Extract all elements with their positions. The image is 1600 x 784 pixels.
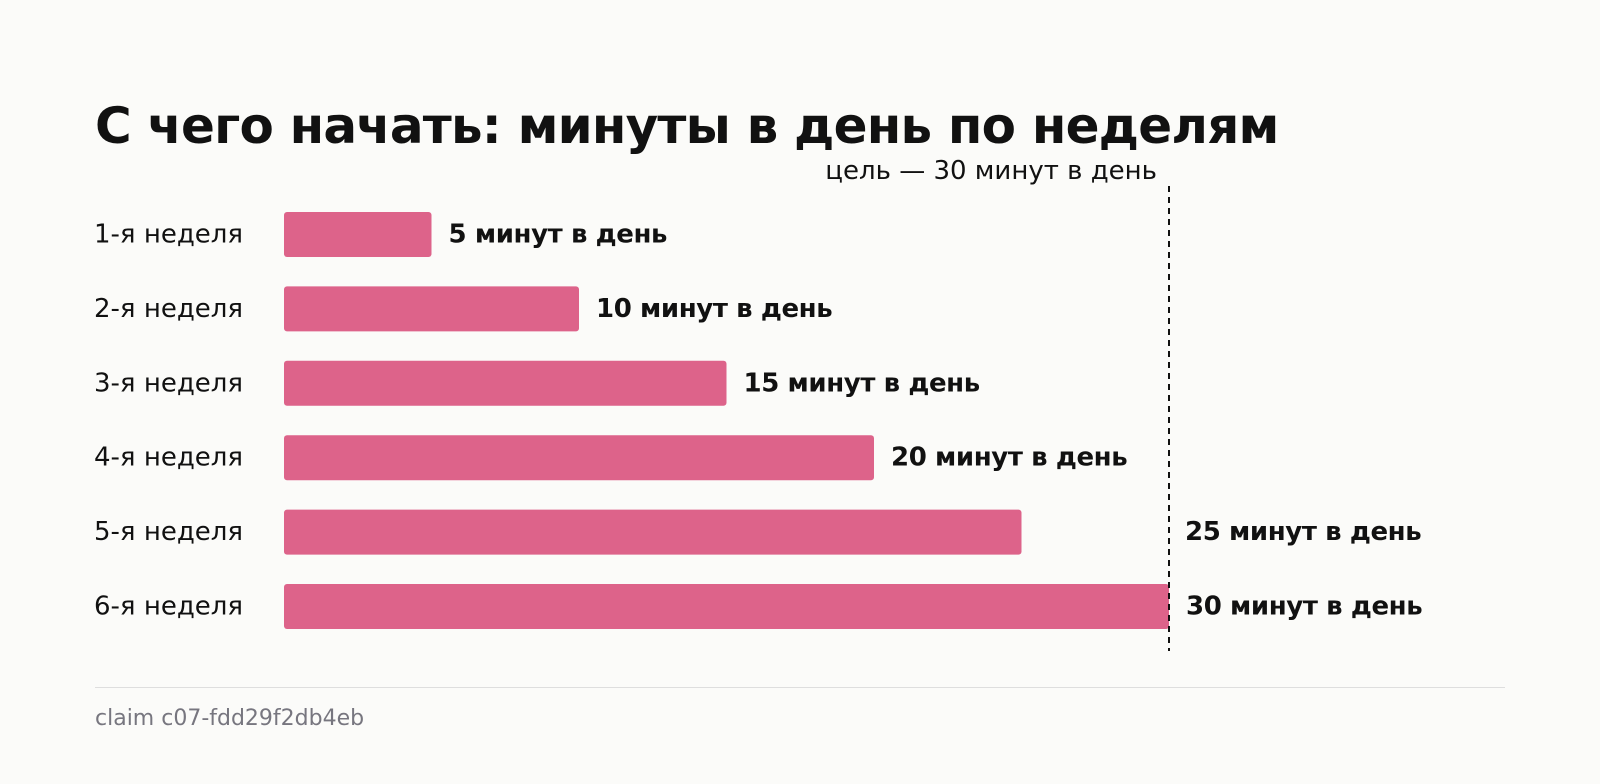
chart-title: С чего начать: минуты в день по неделям xyxy=(95,97,1279,155)
target-label: цель — 30 минут в день xyxy=(825,156,1157,186)
bar xyxy=(284,212,432,257)
claim-id: claim c07-fdd29f2db4eb xyxy=(95,706,365,731)
category-label: 5-я неделя xyxy=(94,517,243,547)
category-label: 6-я неделя xyxy=(94,592,243,622)
category-label: 2-я неделя xyxy=(94,294,243,324)
category-label: 3-я неделя xyxy=(94,368,243,398)
bar xyxy=(284,584,1169,629)
data-label: 10 минут в день xyxy=(596,294,832,324)
data-label: 5 минут в день xyxy=(449,220,668,250)
data-label: 25 минут в день xyxy=(1185,517,1421,547)
footer-divider xyxy=(95,687,1505,688)
category-label: 4-я неделя xyxy=(94,443,243,473)
data-label: 15 минут в день xyxy=(744,368,980,398)
data-label: 20 минут в день xyxy=(891,443,1127,473)
category-label: 1-я неделя xyxy=(94,220,243,250)
bar xyxy=(284,435,874,481)
bar xyxy=(284,509,1022,555)
bar xyxy=(284,360,727,406)
data-label: 30 минут в день xyxy=(1186,592,1422,622)
bar xyxy=(284,286,579,332)
